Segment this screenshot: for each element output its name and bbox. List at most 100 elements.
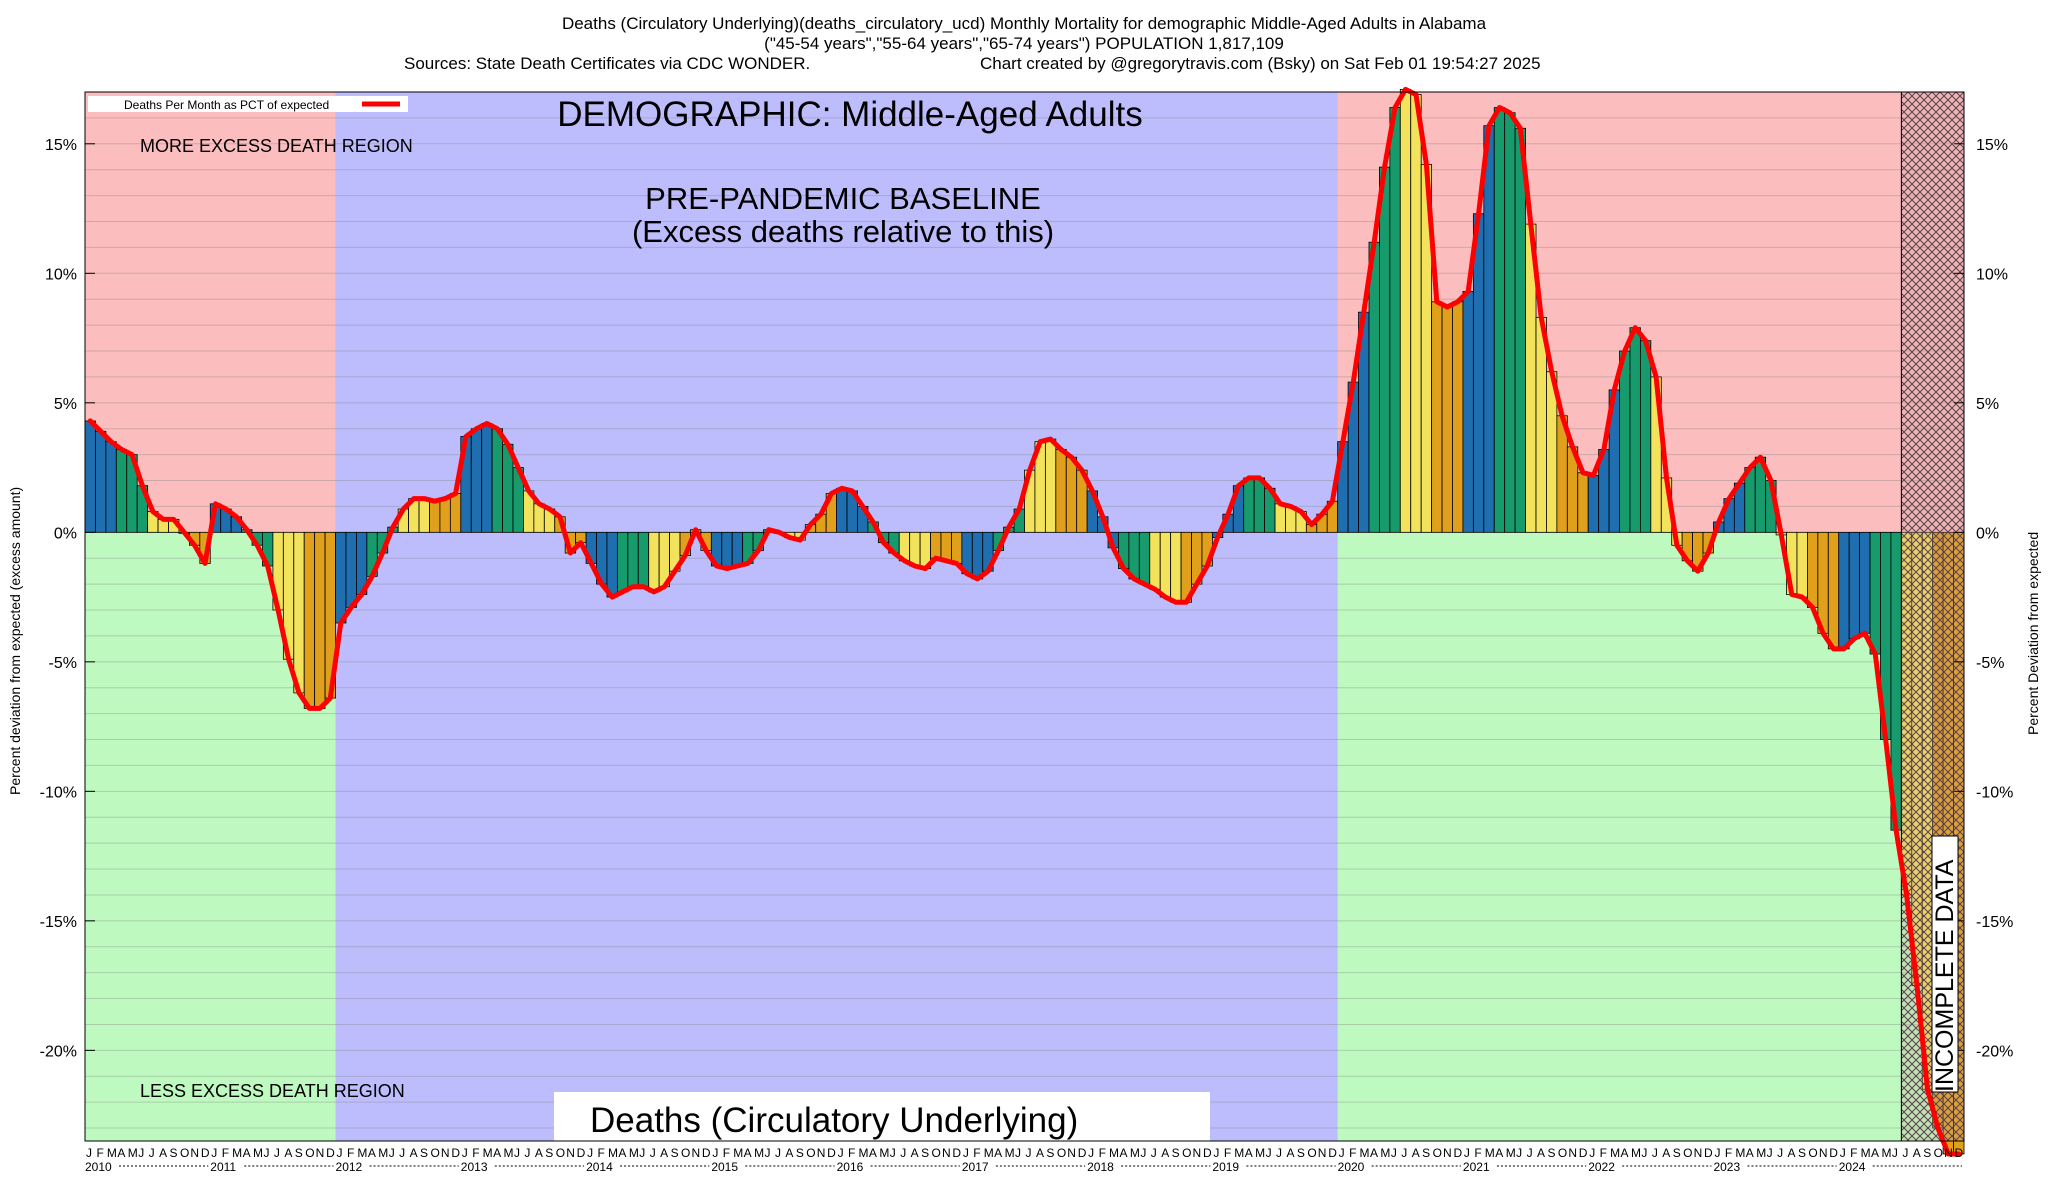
data-bar — [930, 531, 942, 559]
data-bar — [836, 487, 848, 533]
x-tick-month-label: A — [410, 1146, 418, 1160]
x-tick-month-label: N — [1944, 1146, 1953, 1160]
x-tick-month-label: J — [1026, 1146, 1032, 1160]
x-tick-month-label: O — [430, 1146, 439, 1160]
x-tick-month-label: M — [378, 1146, 388, 1160]
data-bar — [1431, 301, 1443, 533]
x-tick-month-label: A — [1495, 1146, 1503, 1160]
data-bar — [1827, 531, 1840, 650]
x-tick-month-label: F — [723, 1146, 730, 1160]
x-tick-month-label: F — [1725, 1146, 1732, 1160]
y-tick-label-right: 15% — [1976, 137, 2008, 154]
x-tick-month-label: J — [263, 1146, 269, 1160]
data-bar — [909, 531, 921, 567]
data-bar — [1170, 531, 1182, 603]
y-tick-label-right: 5% — [1976, 396, 1999, 413]
x-tick-month-label: S — [1798, 1146, 1806, 1160]
x-tick-month-label: J — [900, 1146, 906, 1160]
x-tick-month-label: J — [1276, 1146, 1282, 1160]
x-tick-month-label: F — [1349, 1146, 1356, 1160]
data-bar — [1587, 474, 1600, 533]
data-bar — [1138, 531, 1151, 585]
x-tick-month-label: M — [1380, 1146, 1390, 1160]
x-tick-month-label: A — [1913, 1146, 1921, 1160]
chart-header-sources: Sources: State Death Certificates via CD… — [404, 54, 811, 73]
x-tick-month-label: A — [1871, 1146, 1879, 1160]
x-tick-month-label: M — [1631, 1146, 1641, 1160]
data-bar — [105, 441, 117, 533]
chart-header-title: Deaths (Circulatory Underlying)(deaths_c… — [561, 14, 1487, 33]
x-tick-month-label: F — [598, 1146, 605, 1160]
x-tick-month-label: N — [566, 1146, 575, 1160]
x-tick-month-label: S — [1673, 1146, 1681, 1160]
x-tick-month-label: M — [1360, 1146, 1370, 1160]
x-tick-month-label: N — [1819, 1146, 1828, 1160]
x-tick-month-label: D — [827, 1146, 836, 1160]
legend: Deaths Per Month as PCT of expected — [88, 96, 408, 112]
x-tick-month-label: O — [681, 1146, 690, 1160]
baseline-region — [335, 92, 1338, 1141]
x-tick-month-label: A — [618, 1146, 626, 1160]
x-tick-month-label: J — [1516, 1146, 1522, 1160]
x-tick-month-label: A — [243, 1146, 251, 1160]
x-tick-month-label: J — [1527, 1146, 1533, 1160]
data-bar — [314, 531, 326, 709]
x-tick-month-label: M — [1234, 1146, 1244, 1160]
x-tick-month-label: S — [1172, 1146, 1180, 1160]
x-tick-month-label: D — [1579, 1146, 1588, 1160]
data-bar — [1149, 531, 1161, 590]
x-tick-month-label: S — [1297, 1146, 1305, 1160]
x-tick-month-label: J — [462, 1146, 468, 1160]
x-tick-month-label: D — [1704, 1146, 1713, 1160]
bottom-label-box: Deaths (Circulatory Underlying) — [554, 1092, 1210, 1146]
x-tick-year-label: 2019 — [1212, 1160, 1239, 1174]
x-tick-month-label: M — [879, 1146, 889, 1160]
x-tick-month-label: J — [1151, 1146, 1157, 1160]
x-tick-month-label: M — [1881, 1146, 1891, 1160]
data-bar — [940, 531, 952, 562]
x-tick-year-label: 2020 — [1338, 1160, 1365, 1174]
x-tick-month-label: A — [660, 1146, 668, 1160]
x-tick-month-label: O — [1057, 1146, 1066, 1160]
x-tick-month-label: J — [890, 1146, 896, 1160]
x-tick-month-label: F — [1850, 1146, 1857, 1160]
x-tick-year-label: 2015 — [711, 1160, 738, 1174]
x-tick-month-label: M — [629, 1146, 639, 1160]
data-bar — [1504, 112, 1516, 533]
chart-title: DEMOGRAPHIC: Middle-Aged Adults — [557, 95, 1142, 134]
x-tick-month-label: A — [785, 1146, 793, 1160]
baseline-label: PRE-PANDEMIC BASELINE — [645, 181, 1041, 216]
data-bar — [95, 430, 107, 533]
chart-header-credit: Chart created by @gregorytravis.com (Bsk… — [980, 54, 1541, 73]
x-tick-month-label: F — [96, 1146, 103, 1160]
data-bar — [1410, 94, 1422, 533]
x-tick-month-label: M — [253, 1146, 263, 1160]
bottom-label: Deaths (Circulatory Underlying) — [590, 1101, 1078, 1140]
x-tick-month-label: D — [201, 1146, 210, 1160]
x-tick-month-label: J — [1589, 1146, 1595, 1160]
x-tick-month-label: F — [1600, 1146, 1607, 1160]
data-bar — [1869, 531, 1881, 655]
data-bar — [1452, 301, 1464, 533]
y-axis-label-right: Percent Deviation from expected — [2025, 532, 2041, 735]
x-tick-month-label: S — [1046, 1146, 1054, 1160]
x-tick-month-label: F — [347, 1146, 354, 1160]
data-bar — [637, 531, 650, 588]
x-tick-month-label: N — [817, 1146, 826, 1160]
x-tick-month-label: J — [1464, 1146, 1470, 1160]
x-tick-month-label: J — [149, 1146, 155, 1160]
data-bar — [1389, 107, 1401, 533]
data-bar — [293, 531, 305, 694]
data-bar — [1441, 306, 1453, 533]
x-tick-month-label: S — [1923, 1146, 1931, 1160]
data-bar — [1462, 291, 1474, 533]
x-tick-year-label: 2011 — [210, 1160, 236, 1174]
x-tick-month-label: A — [1662, 1146, 1670, 1160]
y-tick-label-left: -5% — [49, 655, 77, 672]
x-tick-month-label: D — [451, 1146, 460, 1160]
x-tick-month-label: J — [1777, 1146, 1783, 1160]
less-excess-label: LESS EXCESS DEATH REGION — [140, 1081, 405, 1101]
incomplete-data-box: INCOMPLETE DATA — [1931, 835, 1959, 1093]
data-bar — [616, 531, 629, 593]
